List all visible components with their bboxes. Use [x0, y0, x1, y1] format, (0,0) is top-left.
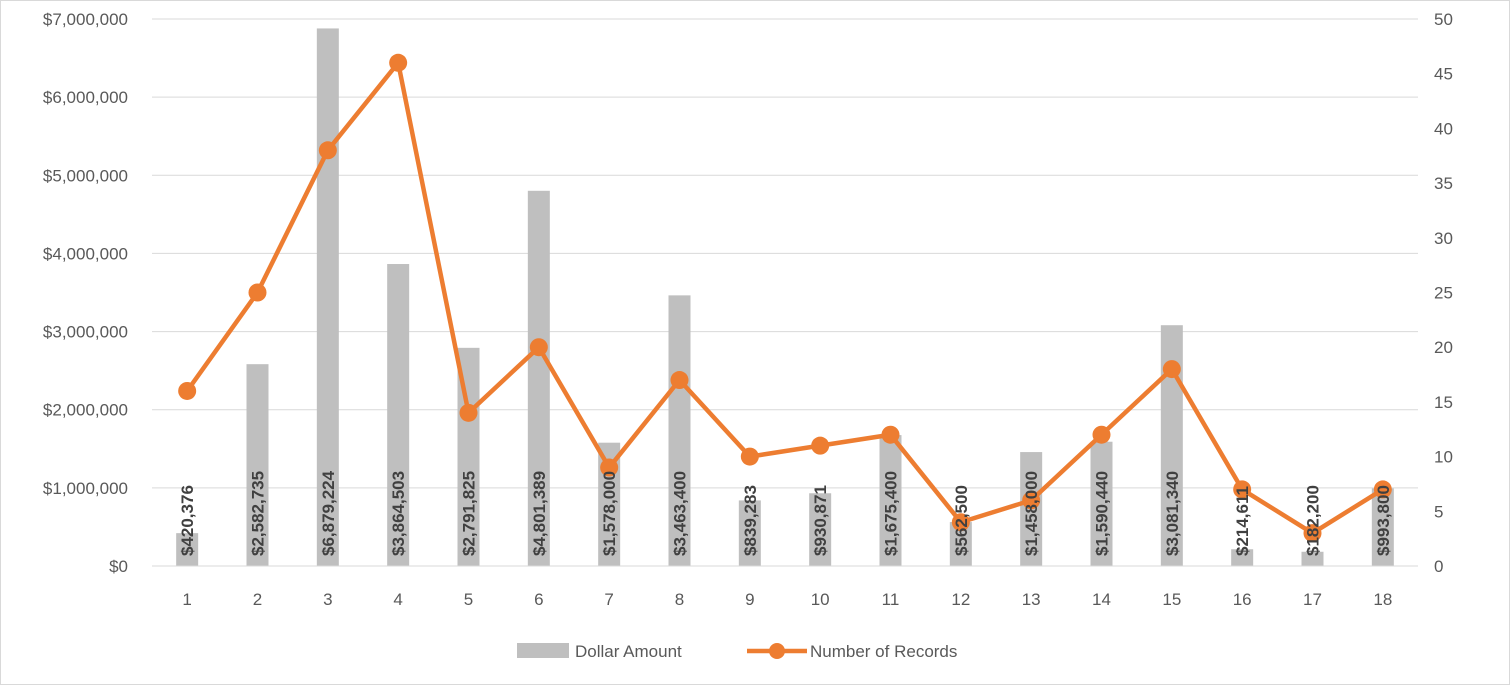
legend-swatch-dollar-amount [517, 643, 569, 658]
y2-axis-tick-label: 10 [1434, 448, 1453, 467]
y-axis-tick-label: $1,000,000 [43, 479, 128, 498]
line-point [1022, 491, 1041, 510]
bar-data-label: $1,458,000 [1022, 471, 1041, 556]
line-point [459, 403, 478, 422]
x-axis-tick-label: 15 [1162, 590, 1181, 609]
line-point [529, 338, 548, 357]
bar-data-label: $182,200 [1304, 485, 1323, 556]
bar [1301, 551, 1324, 566]
bar-data-label: $839,283 [741, 485, 760, 556]
y2-axis-tick-label: 5 [1434, 502, 1443, 521]
y2-axis-tick-label: 0 [1434, 557, 1443, 576]
x-axis-tick-label: 14 [1092, 590, 1111, 609]
line-point [811, 436, 830, 455]
x-axis-tick-label: 17 [1303, 590, 1322, 609]
bar [1231, 549, 1254, 566]
y2-axis-tick-label: 25 [1434, 284, 1453, 303]
bar [246, 364, 269, 566]
y-axis-tick-label: $0 [109, 557, 128, 576]
line-point [740, 447, 759, 466]
x-axis-tick-label: 16 [1233, 590, 1252, 609]
bar [176, 533, 199, 566]
bar [1160, 325, 1183, 566]
bar [949, 522, 972, 566]
legend-label-dollar-amount: Dollar Amount [575, 642, 682, 661]
y2-axis-tick-label: 35 [1434, 174, 1453, 193]
line-series-records [185, 60, 1385, 536]
x-axis-tick-label: 5 [464, 590, 473, 609]
bar-data-label: $1,578,000 [600, 471, 619, 556]
x-axis-tick-label: 3 [323, 590, 332, 609]
line-point [1162, 360, 1181, 379]
x-axis-tick-label: 6 [534, 590, 543, 609]
line-point [881, 425, 900, 444]
bar [527, 190, 550, 567]
legend-marker-records [769, 643, 785, 659]
bar [879, 435, 902, 566]
x-axis-tick-label: 10 [811, 590, 830, 609]
bar-data-label: $214,611 [1233, 486, 1252, 556]
y-axis-tick-label: $2,000,000 [43, 401, 128, 420]
line-point [389, 53, 408, 72]
y-axis-tick-label: $5,000,000 [43, 166, 128, 185]
bar-data-label: $930,871 [811, 485, 830, 556]
line-point [951, 513, 970, 532]
bar [387, 264, 410, 566]
y2-axis-tick-label: 45 [1434, 65, 1453, 84]
bar-data-label: $6,879,224 [319, 470, 338, 556]
bar [1090, 441, 1113, 566]
bar-data-label: $420,376 [178, 485, 197, 556]
y-axis-tick-label: $4,000,000 [43, 244, 128, 263]
bar [1371, 488, 1394, 566]
bar-data-label: $2,582,735 [249, 471, 268, 556]
line-point [178, 381, 197, 400]
x-axis-tick-label: 4 [393, 590, 402, 609]
bar-data-label: $4,801,389 [530, 471, 549, 556]
bar-data-label: $993,800 [1374, 485, 1393, 556]
bar-data-label: $1,590,440 [1093, 471, 1112, 556]
bar-data-label: $3,463,400 [671, 471, 690, 556]
x-axis-tick-label: 12 [951, 590, 970, 609]
bar-data-label: $562,500 [952, 485, 971, 556]
x-axis-tick-label: 2 [253, 590, 262, 609]
bar [668, 295, 691, 566]
x-axis-tick-label: 13 [1022, 590, 1041, 609]
x-axis-tick-label: 8 [675, 590, 684, 609]
line-point [1092, 425, 1111, 444]
bar [738, 500, 761, 566]
x-axis-tick-label: 9 [745, 590, 754, 609]
legend-label-records: Number of Records [810, 642, 957, 661]
y2-axis-tick-label: 20 [1434, 338, 1453, 357]
line-point [1373, 480, 1392, 499]
line-point [1303, 524, 1322, 543]
bar [809, 493, 832, 566]
line-point [670, 371, 689, 390]
bar-data-label: $3,864,503 [389, 471, 408, 556]
line-point [248, 283, 267, 302]
line-point [600, 458, 619, 477]
bar-data-label: $2,791,825 [460, 471, 479, 556]
bar [457, 347, 480, 566]
y2-axis-tick-label: 30 [1434, 229, 1453, 248]
y2-axis-tick-label: 15 [1434, 393, 1453, 412]
y-axis-tick-label: $7,000,000 [43, 10, 128, 29]
y2-axis-tick-label: 40 [1434, 119, 1453, 138]
bar-data-label: $3,081,340 [1163, 471, 1182, 556]
x-axis-tick-label: 1 [182, 590, 191, 609]
y2-axis-tick-label: 50 [1434, 10, 1453, 29]
bar-data-label: $1,675,400 [882, 471, 901, 556]
y-axis-tick-label: $6,000,000 [43, 88, 128, 107]
line-point [1233, 480, 1252, 499]
x-axis-tick-label: 18 [1373, 590, 1392, 609]
line-point [318, 141, 337, 160]
x-axis-tick-label: 11 [882, 590, 900, 609]
x-axis-tick-label: 7 [604, 590, 613, 609]
y-axis-tick-label: $3,000,000 [43, 323, 128, 342]
